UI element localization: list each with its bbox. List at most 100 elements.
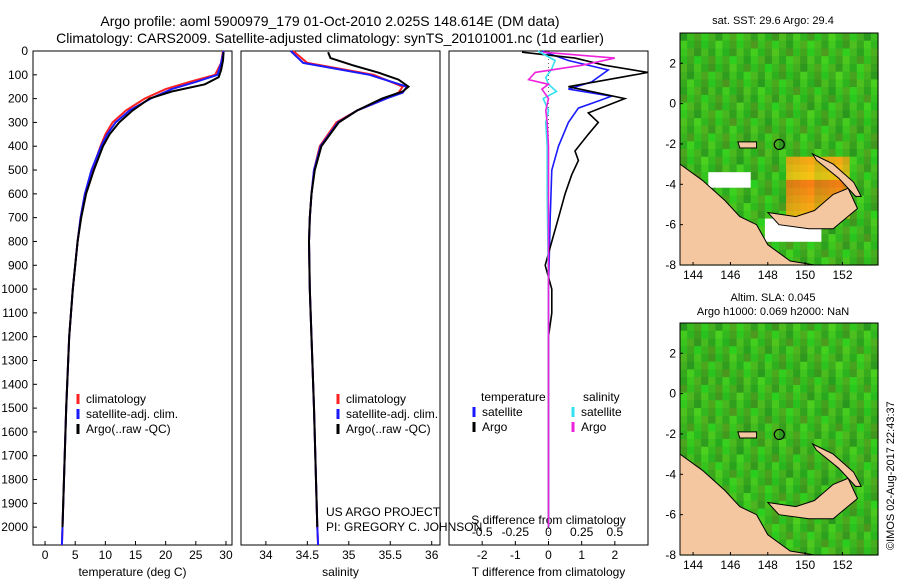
sst-map-cell [843, 41, 851, 49]
sst-map-cell [758, 141, 766, 149]
sst-map-cell [836, 72, 844, 80]
sst-map-cell [744, 64, 752, 72]
sla-map-cell [864, 431, 872, 439]
sst-map-cell [793, 72, 801, 80]
sst-map-cell [786, 87, 794, 95]
sla-map-cell [850, 369, 858, 377]
sst-map-cell [836, 118, 844, 126]
sla-map-cell [779, 369, 787, 377]
sla-map-cell [744, 485, 752, 493]
sst-map-cell [744, 72, 752, 80]
y-tick-label: 400 [8, 139, 28, 153]
s-tick-label: 0.25 [570, 525, 594, 539]
sst-map-cell [722, 79, 730, 87]
sst-map-cell [836, 250, 844, 258]
sla-map-cell [694, 369, 702, 377]
sst-map-cell [843, 157, 851, 165]
sla-map-cell [694, 416, 702, 424]
sst-map-cell [793, 149, 801, 157]
sst-map-cell [836, 87, 844, 95]
sst-map-cell [715, 87, 723, 95]
sst-map-cell [814, 242, 822, 250]
sst-map-cell [744, 33, 752, 41]
sst-map-cell [694, 64, 702, 72]
sst-map-cell [800, 126, 808, 134]
sst-map-cell [871, 149, 879, 157]
sla-map-cell [751, 408, 759, 416]
sst-map-cell [786, 41, 794, 49]
sla-map-cell [871, 431, 879, 439]
sla-map-cell [737, 362, 745, 370]
sst-map-cell [829, 56, 837, 64]
sst-map-cell [871, 118, 879, 126]
sst-map-cell [793, 49, 801, 57]
sla-map-cell [786, 524, 794, 532]
sla-map-cell [793, 416, 801, 424]
sla-map-cell [779, 485, 787, 493]
sst-map-cell [758, 33, 766, 41]
sst-map-cell [737, 87, 745, 95]
sst-map-cell [821, 64, 829, 72]
sst-map-cell [836, 33, 844, 41]
sst-map-cell [807, 103, 815, 111]
sla-map-cell [680, 323, 688, 331]
sla-map-cell [708, 447, 716, 455]
sst-map-cell [751, 64, 759, 72]
sla-map-cell [843, 393, 851, 401]
sst-map-cell [814, 257, 822, 265]
difference-legend-label: satellite [482, 405, 523, 419]
sst-map-cell [807, 250, 815, 258]
sst-map-cell [864, 188, 872, 196]
y-tick-label: 1000 [1, 282, 28, 296]
sst-map-cell [871, 172, 879, 180]
sla-map-cell [864, 346, 872, 354]
sst-map-cell [786, 64, 794, 72]
map-x-tick-label: 144 [683, 558, 703, 572]
sla-map-cell [772, 493, 780, 501]
sst-map-cell [708, 165, 716, 173]
sla-map-cell [857, 377, 865, 385]
difference-legend-label: Argo [581, 420, 607, 434]
sst-map-cell [779, 33, 787, 41]
sst-map-cell [722, 41, 730, 49]
sla-map-cell [871, 501, 879, 509]
sla-map-cell [772, 485, 780, 493]
sla-map-cell [843, 455, 851, 463]
sla-map-cell [758, 462, 766, 470]
sst-map-cell [687, 149, 695, 157]
sla-map-cell [687, 400, 695, 408]
sla-map-cell [857, 501, 865, 509]
sla-map-cell [701, 431, 709, 439]
map-x-tick-label: 148 [758, 268, 778, 282]
sla-map-cell [807, 462, 815, 470]
sla-map-cell [829, 416, 837, 424]
sst-map-cell [772, 165, 780, 173]
sst-map-cell [814, 56, 822, 64]
sst-map-cell [814, 72, 822, 80]
sst-map-cell [680, 49, 688, 57]
sla-map-cell [814, 393, 822, 401]
sla-map-cell [836, 369, 844, 377]
sst-map-cell [793, 234, 801, 242]
sla-map-cell [737, 346, 745, 354]
sst-map-cell [730, 188, 738, 196]
sla-map-cell [871, 346, 879, 354]
sst-map-cell [807, 79, 815, 87]
sla-map-cell [850, 547, 858, 555]
sst-map-cell [814, 49, 822, 57]
sla-map-cell [701, 400, 709, 408]
sst-map-cell [871, 250, 879, 258]
sst-map-cell [786, 134, 794, 142]
sla-map-cell [744, 462, 752, 470]
sst-map-cell [687, 141, 695, 149]
sla-map-cell [758, 431, 766, 439]
sla-map-cell [744, 400, 752, 408]
sst-map-cell [737, 172, 745, 180]
sst-map-cell [722, 33, 730, 41]
sla-map-cell [821, 339, 829, 347]
sst-map-cell [786, 79, 794, 87]
sst-map-cell [857, 72, 865, 80]
sst-map-cell [857, 110, 865, 118]
sst-map-cell [836, 56, 844, 64]
sla-map-cell [864, 516, 872, 524]
